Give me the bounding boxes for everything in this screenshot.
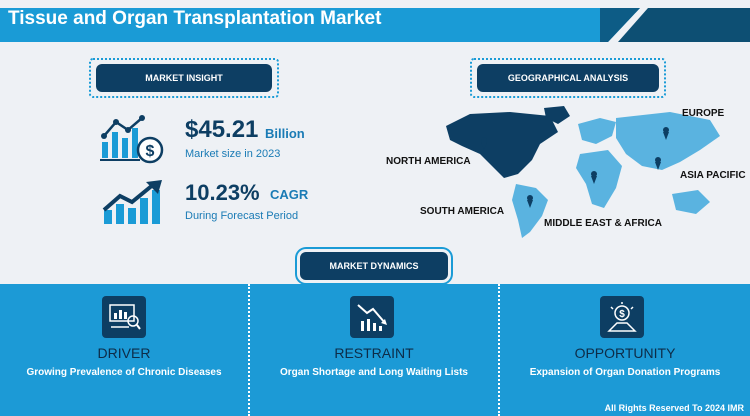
world-map: [446, 106, 720, 238]
region-asia-pacific: ASIA PACIFIC: [680, 170, 746, 181]
cagr-label: During Forecast Period: [185, 210, 299, 222]
restraint-panel: [250, 284, 498, 416]
footer-copyright: All Rights Reserved To 2024 IMR: [604, 403, 744, 413]
cagr-value: 10.23%: [185, 180, 260, 205]
page-title: Tissue and Organ Transplantation Market: [8, 8, 382, 29]
market-insight-heading: MARKET INSIGHT: [96, 64, 272, 92]
restraint-text: Organ Shortage and Long Waiting Lists: [280, 367, 468, 378]
restraint-heading: RESTRAINT: [334, 345, 414, 361]
cagr-unit: CAGR: [270, 187, 309, 202]
driver-text: Growing Prevalence of Chronic Diseases: [26, 367, 222, 378]
region-south-america: SOUTH AMERICA: [420, 206, 505, 217]
region-europe: EUROPE: [682, 108, 725, 119]
market-size-unit: Billion: [265, 126, 305, 141]
driver-panel: [0, 284, 248, 416]
opportunity-heading: OPPORTUNITY: [574, 345, 676, 361]
market-insight-frame: [89, 58, 279, 98]
title-bar-right-accent: [618, 8, 750, 42]
geo-analysis-heading: GEOGRAPHICAL ANALYSIS: [477, 64, 659, 92]
declining-chart-icon: [350, 296, 394, 338]
region-middle-east-africa: MIDDLE EAST & AFRICA: [544, 218, 662, 229]
opportunity-panel: $: [500, 284, 750, 416]
presentation-chart-icon: [102, 296, 146, 338]
market-size-value: $45.21: [185, 116, 259, 143]
opportunity-text: Expansion of Organ Donation Programs: [529, 367, 721, 378]
driver-heading: DRIVER: [97, 345, 151, 361]
divider: [248, 284, 250, 416]
svg-text:$: $: [619, 309, 625, 320]
growth-chart-icon: [102, 180, 162, 224]
region-north-america: NORTH AMERICA: [386, 156, 471, 167]
market-dynamics-heading: MARKET DYNAMICS: [300, 252, 448, 280]
lightbulb-dollar-icon: $: [600, 296, 644, 338]
geo-analysis-frame: [470, 58, 666, 98]
bar-chart-dollar-icon: $: [100, 115, 164, 164]
divider: [498, 284, 500, 416]
market-size-label: Market size in 2023: [185, 148, 281, 160]
svg-text:$: $: [146, 143, 155, 160]
